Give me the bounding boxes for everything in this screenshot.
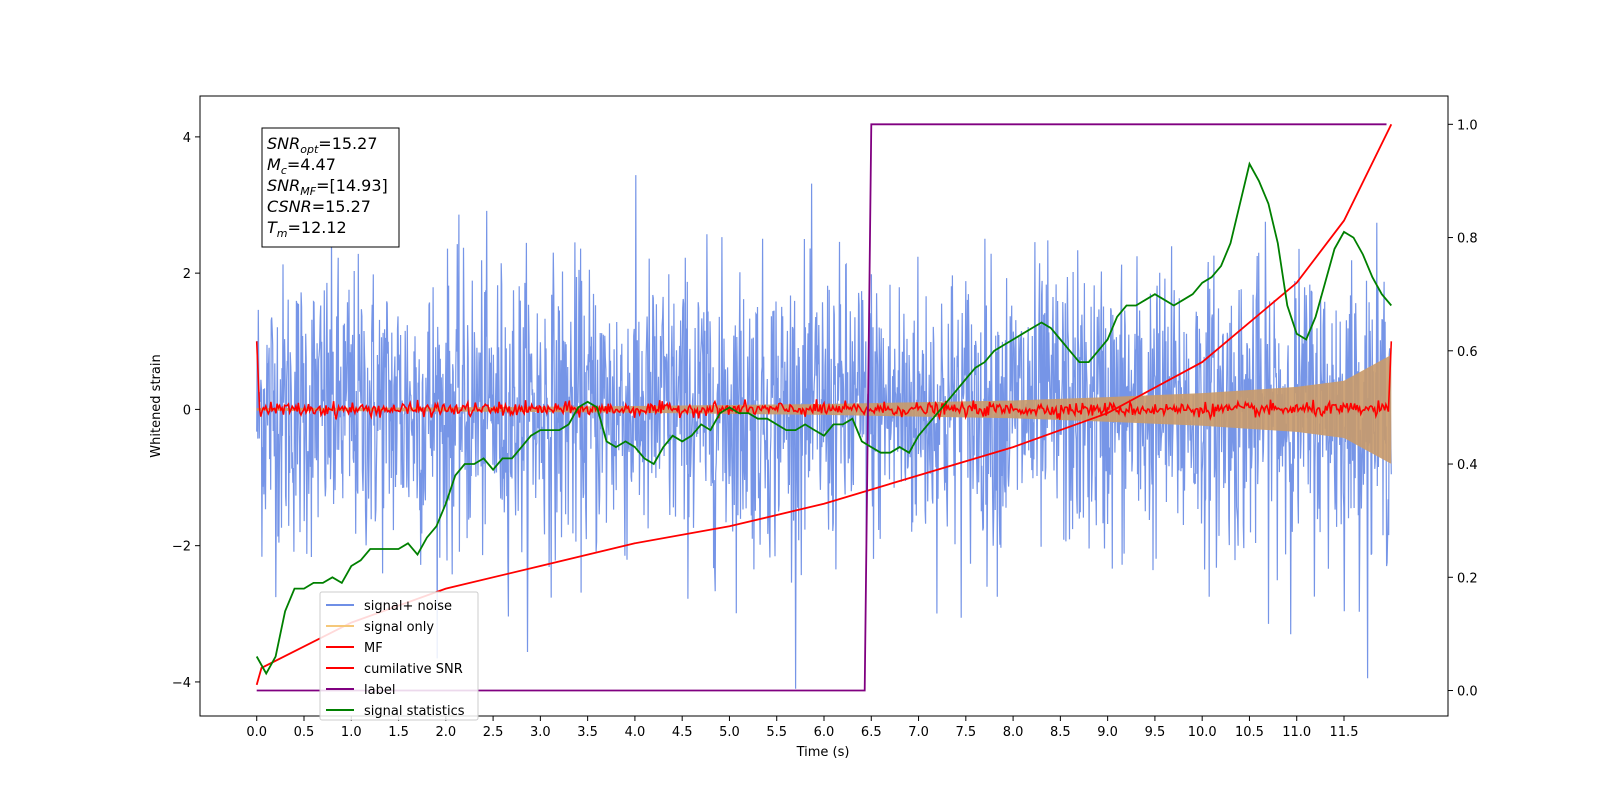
y-tick-label-right: 0.0 [1457, 685, 1478, 700]
x-tick-label: 8.5 [1050, 725, 1071, 740]
x-tick-label: 2.5 [483, 725, 504, 740]
annotation-line: SNRopt=15.27 [267, 134, 378, 156]
x-tick-label: 1.0 [341, 725, 362, 740]
x-tick-label: 1.5 [388, 725, 409, 740]
x-tick-label: 0.5 [294, 725, 315, 740]
x-tick-label: 2.0 [435, 725, 456, 740]
legend: signal+ noise signal only MF cumilative SNR… [319, 591, 479, 721]
annotation-line: Mc=4.47 [267, 155, 336, 177]
annotation-frame [261, 127, 400, 248]
y-tick-label-left: 4 [183, 131, 191, 146]
y-tick-label-right: 0.2 [1457, 571, 1478, 586]
x-tick-label: 4.5 [672, 725, 693, 740]
x-tick-label: 3.0 [530, 725, 551, 740]
x-tick-label: 10.0 [1188, 725, 1217, 740]
y-tick-label-right: 0.6 [1457, 345, 1478, 360]
series-label [256, 123, 1387, 692]
series-signal-noise [256, 175, 1392, 689]
legend-label: signal+ noise [364, 599, 452, 614]
legend-frame [319, 591, 479, 721]
x-tick-label: 11.5 [1330, 725, 1359, 740]
x-axis: 0.0 0.5 1.0 1.5 2.0 2.5 3.0 3.5 4.0 4.5 5.0 5.5 6.0 6… [246, 716, 1358, 740]
annotation-line: SNRMF=[14.93] [267, 176, 388, 198]
x-tick-label: 9.5 [1145, 725, 1166, 740]
x-axis-label: Time (s) [796, 745, 850, 760]
series-signal-statistics [255, 161, 1392, 676]
x-tick-label: 4.0 [625, 725, 646, 740]
x-tick-label: 5.0 [719, 725, 740, 740]
y-tick-label-left: 0 [183, 403, 191, 418]
x-tick-label: 3.5 [577, 725, 598, 740]
x-tick-label: 6.0 [814, 725, 835, 740]
x-tick-label: 7.5 [955, 725, 976, 740]
x-tick-label: 10.5 [1235, 725, 1264, 740]
y-tick-label-right: 0.4 [1457, 458, 1478, 473]
legend-label: label [364, 683, 395, 698]
x-tick-label: 11.0 [1282, 725, 1311, 740]
y-tick-label-left: −4 [172, 676, 191, 691]
y-axis-label-left: Whitened strain [149, 354, 164, 457]
x-tick-label: 7.0 [908, 725, 929, 740]
x-tick-label: 8.0 [1003, 725, 1024, 740]
x-tick-label: 0.0 [246, 725, 267, 740]
series-signal-only [256, 354, 1392, 464]
series-mf [255, 341, 1393, 421]
annotation-line: Tm=12.12 [267, 218, 347, 240]
annotation-box: SNRopt=15.27Mc=4.47SNRMF=[14.93]CSNR=15.… [261, 127, 400, 248]
y-axis-left: −4 −2 0 2 4 [172, 131, 200, 691]
y-tick-label-right: 0.8 [1457, 232, 1478, 247]
x-tick-label: 6.5 [861, 725, 882, 740]
annotation-line: CSNR=15.27 [267, 197, 371, 216]
y-tick-label-left: −2 [172, 540, 191, 555]
x-tick-label: 5.5 [766, 725, 787, 740]
x-tick-label: 9.0 [1097, 725, 1118, 740]
y-axis-right: 0.0 0.2 0.4 0.6 0.8 1.0 [1448, 118, 1478, 700]
legend-label: signal only [364, 620, 434, 635]
legend-label: MF [364, 641, 383, 656]
y-tick-label-left: 2 [183, 267, 191, 282]
y-tick-label-right: 1.0 [1457, 118, 1478, 133]
legend-label: signal statistics [364, 704, 465, 719]
legend-label: cumilative SNR [364, 662, 463, 677]
